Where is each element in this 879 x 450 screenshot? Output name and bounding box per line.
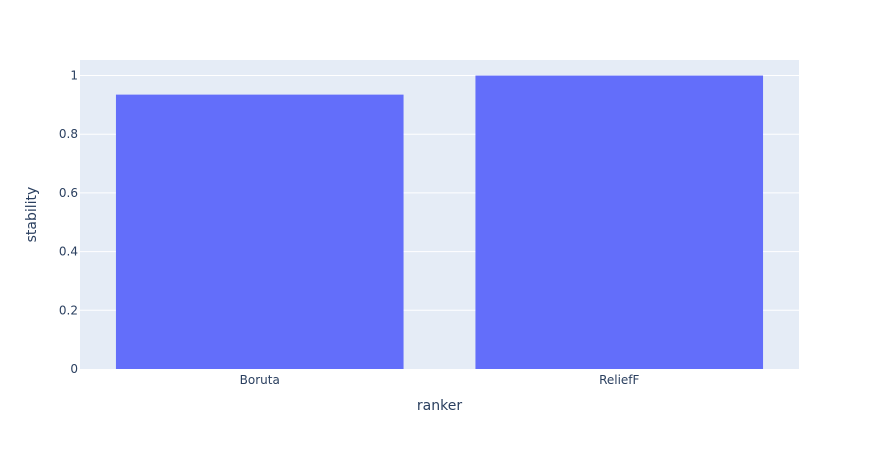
y-tick-label: 0.6: [59, 186, 78, 200]
y-tick-label: 0.2: [59, 303, 78, 317]
x-tick-label: ReliefF: [599, 373, 639, 387]
bar-relieff[interactable]: [475, 75, 764, 369]
x-axis-title: ranker: [417, 398, 462, 414]
y-tick-label: 0.8: [59, 127, 78, 141]
bars: [115, 75, 764, 370]
x-tick-label: Boruta: [240, 373, 280, 387]
y-tick-label: 0: [70, 362, 78, 376]
y-tick-label: 1: [70, 69, 78, 83]
bar-boruta[interactable]: [115, 94, 404, 370]
x-axis-ticks: Boruta ReliefF: [240, 373, 640, 387]
y-tick-label: 0.4: [59, 245, 78, 259]
y-axis-title: stability: [24, 187, 40, 243]
y-axis-ticks: 0 0.2 0.4 0.6 0.8 1: [59, 69, 78, 376]
